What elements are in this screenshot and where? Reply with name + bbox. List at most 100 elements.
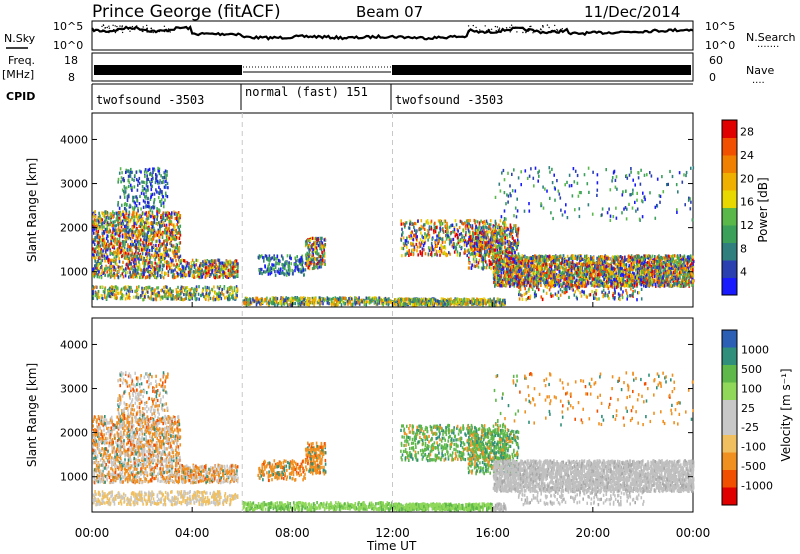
echo-cell bbox=[430, 246, 432, 250]
echo-cell bbox=[179, 271, 182, 275]
echo-cell bbox=[108, 257, 110, 262]
echo-cell bbox=[112, 268, 115, 272]
echo-cell bbox=[492, 299, 494, 303]
echo-cell bbox=[377, 300, 379, 304]
echo-cell bbox=[146, 248, 148, 252]
echo-cell bbox=[427, 246, 430, 250]
echo-cell bbox=[236, 268, 238, 272]
echo-cell bbox=[154, 248, 157, 252]
echo-cell bbox=[134, 267, 137, 271]
echo-cell bbox=[100, 250, 103, 254]
echo-cell bbox=[166, 242, 168, 246]
echo-cell bbox=[103, 244, 106, 248]
echo-cell bbox=[315, 246, 318, 250]
echo-cell bbox=[172, 297, 175, 301]
echo-cell bbox=[117, 212, 119, 216]
echo-cell bbox=[400, 222, 403, 226]
echo-cell bbox=[109, 230, 111, 234]
echo-cell bbox=[276, 303, 279, 307]
nsearch-dot bbox=[509, 26, 511, 29]
echo-cell bbox=[148, 235, 150, 239]
echo-cell bbox=[106, 221, 109, 225]
echo-cell bbox=[104, 273, 106, 277]
echo-cell bbox=[483, 241, 486, 245]
echo-cell bbox=[301, 300, 303, 305]
echo-cell bbox=[170, 220, 172, 224]
echo-cell bbox=[162, 195, 164, 199]
echo-cell bbox=[162, 180, 164, 184]
echo-cell bbox=[201, 272, 204, 276]
echo-cell bbox=[163, 223, 166, 227]
echo-cell bbox=[156, 294, 159, 298]
echo-cell bbox=[411, 230, 413, 234]
echo-cell bbox=[136, 220, 138, 224]
echo-cell bbox=[134, 174, 136, 178]
echo-cell bbox=[165, 244, 167, 248]
echo-cell bbox=[226, 275, 228, 279]
echo-cell bbox=[135, 250, 137, 254]
echo-cell bbox=[222, 270, 224, 274]
echo-cell bbox=[288, 261, 290, 265]
echo-cell bbox=[323, 254, 326, 258]
echo-cell bbox=[289, 254, 291, 258]
echo-cell bbox=[314, 298, 317, 302]
echo-cell bbox=[397, 303, 399, 307]
echo-cell bbox=[383, 297, 385, 301]
echo-cell bbox=[160, 219, 163, 223]
echo-cell bbox=[296, 255, 298, 259]
echo-cell bbox=[92, 247, 94, 251]
noise-right-tick-top: 10^5 bbox=[705, 20, 735, 33]
echo-cell bbox=[177, 220, 179, 224]
echo-cell bbox=[476, 298, 479, 302]
nsearch-dot bbox=[163, 25, 166, 27]
noise-panel: N.Sky 10^5 10^0 10^5 10^0 N.Search ·····… bbox=[4, 20, 796, 53]
echo-cell bbox=[276, 257, 278, 261]
echo-cell bbox=[151, 287, 154, 291]
echo-cell bbox=[152, 206, 155, 210]
echo-cell bbox=[156, 255, 159, 259]
echo-cell bbox=[126, 202, 128, 207]
echo-cell bbox=[439, 227, 442, 231]
echo-cell bbox=[228, 298, 230, 302]
echo-cell bbox=[156, 214, 159, 218]
echo-cell bbox=[421, 253, 423, 257]
echo-cell bbox=[321, 257, 324, 261]
echo-cell bbox=[326, 298, 328, 302]
echo-cell bbox=[422, 226, 424, 230]
echo-cell bbox=[371, 297, 373, 301]
echo-cell bbox=[363, 299, 366, 303]
echo-cell bbox=[476, 220, 479, 224]
echo-cell bbox=[458, 300, 460, 304]
echo-cell bbox=[402, 222, 404, 226]
echo-cell bbox=[145, 244, 147, 248]
echo-cell bbox=[114, 224, 116, 228]
echo-cell bbox=[177, 211, 180, 215]
echo-cell bbox=[213, 265, 216, 269]
echo-cell bbox=[118, 246, 121, 250]
echo-cell bbox=[178, 255, 180, 260]
echo-cell bbox=[114, 261, 117, 265]
echo-cell bbox=[175, 270, 178, 274]
echo-cell bbox=[104, 216, 107, 220]
echo-cell bbox=[436, 302, 439, 307]
echo-cell bbox=[117, 275, 119, 279]
echo-cell bbox=[421, 234, 423, 238]
echo-cell bbox=[130, 232, 133, 236]
echo-cell bbox=[131, 229, 134, 233]
echo-cell bbox=[412, 238, 415, 242]
echo-cell bbox=[414, 221, 416, 226]
echo-cell bbox=[412, 243, 414, 247]
echo-cell bbox=[273, 263, 275, 267]
echo-cell bbox=[134, 256, 136, 260]
echo-cell bbox=[181, 273, 184, 277]
echo-cell bbox=[458, 225, 461, 230]
echo-cell bbox=[157, 196, 160, 200]
echo-cell bbox=[274, 270, 276, 274]
echo-cell bbox=[393, 302, 395, 306]
echo-cell bbox=[494, 244, 497, 248]
echo-cell bbox=[296, 296, 298, 300]
echo-cell bbox=[305, 242, 307, 246]
echo-cell bbox=[143, 180, 146, 185]
echo-cell bbox=[227, 287, 230, 291]
echo-cell bbox=[151, 214, 154, 218]
